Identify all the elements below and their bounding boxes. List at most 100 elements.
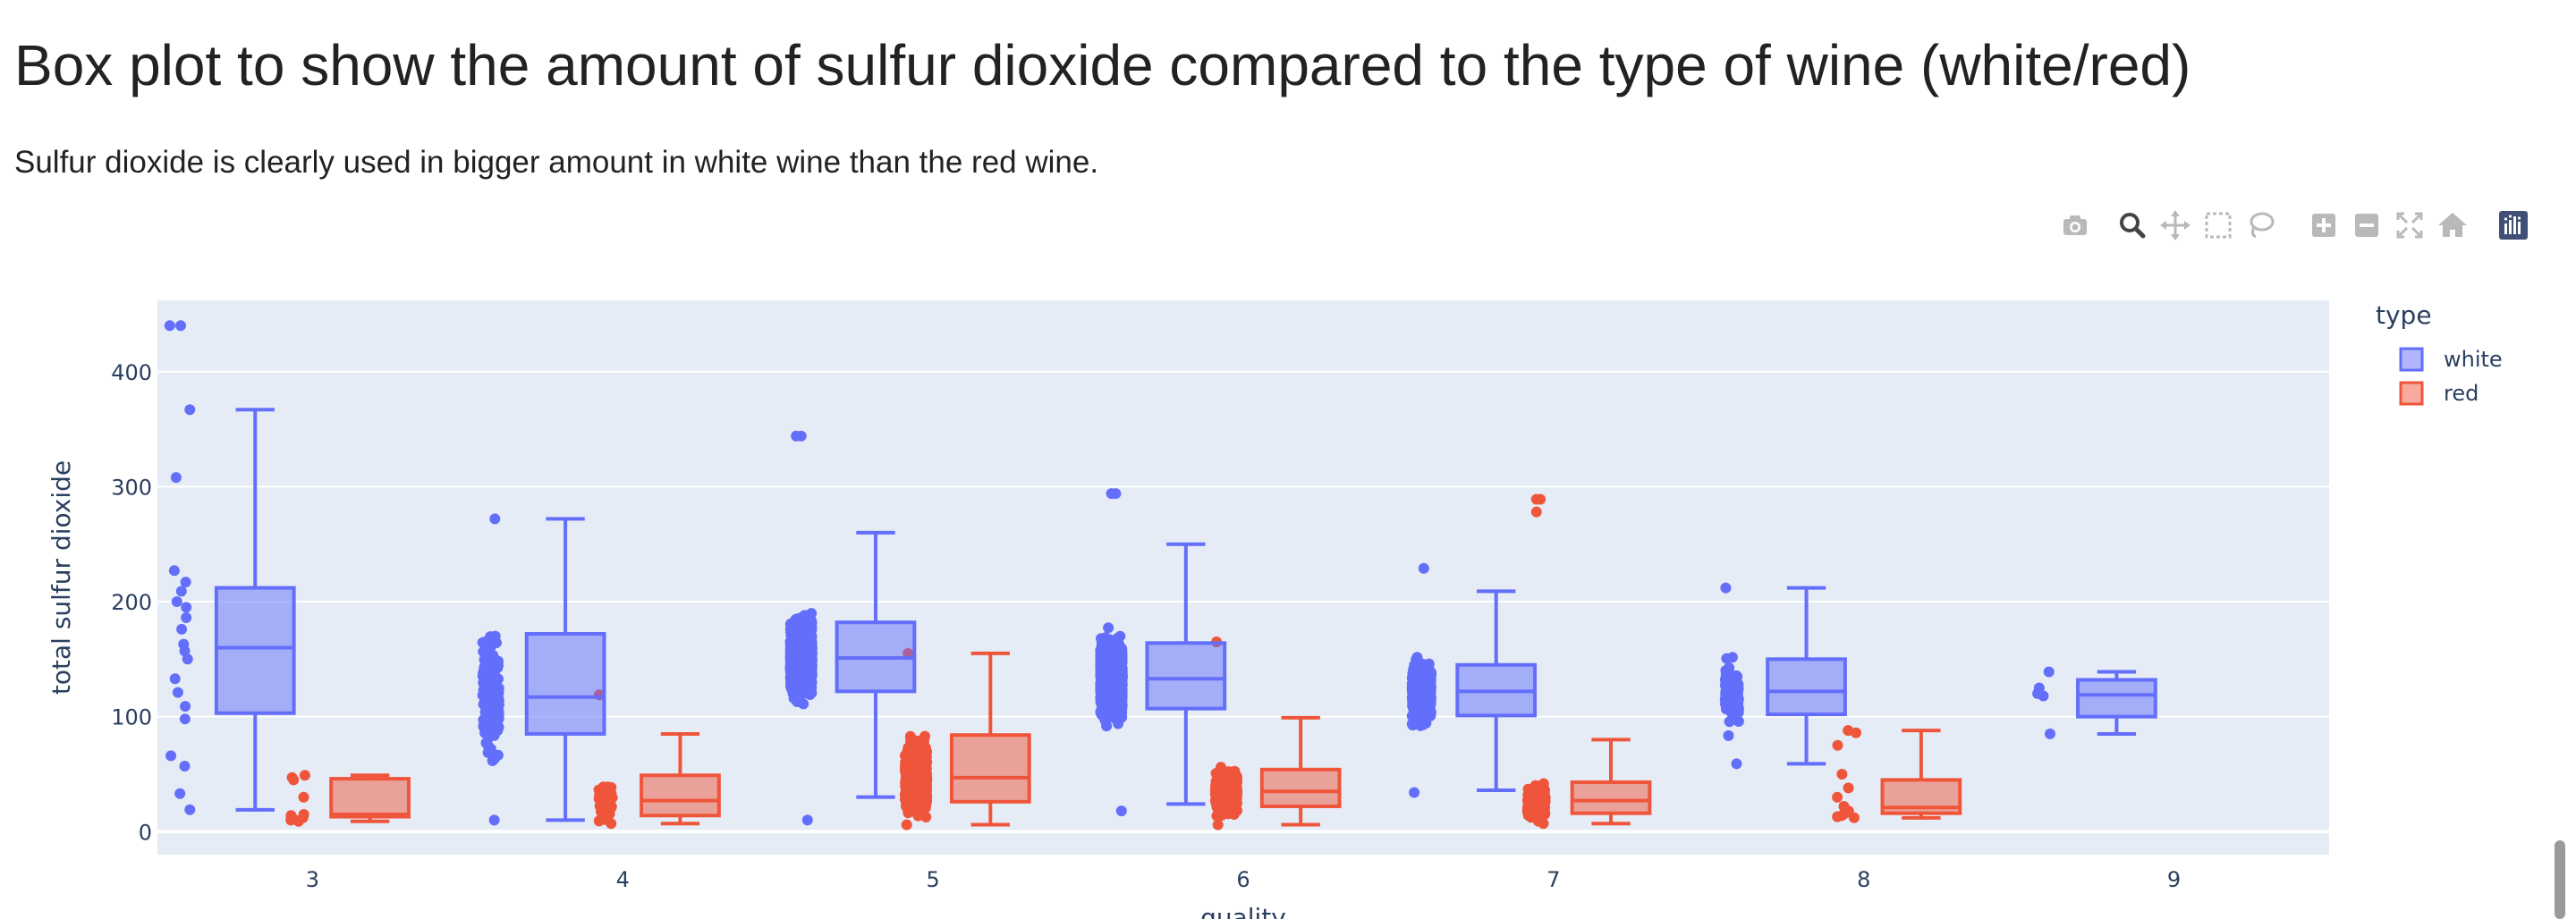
data-point-white [1113, 678, 1124, 689]
data-point-red [597, 784, 608, 796]
data-point-white [1105, 682, 1116, 694]
data-point-white [1414, 682, 1426, 694]
data-point-white [1409, 787, 1420, 798]
data-point-white [479, 662, 490, 673]
plotly-logo-icon[interactable] [2496, 207, 2531, 243]
data-point-red [292, 815, 304, 827]
data-point-white [1728, 699, 1740, 711]
zoom-out-icon[interactable] [2349, 207, 2385, 243]
data-point-white [175, 586, 187, 597]
data-point-white [806, 617, 818, 628]
data-point-white [184, 404, 196, 416]
zoom-icon[interactable] [2114, 207, 2150, 243]
data-point-red [298, 791, 309, 803]
data-point-white [179, 713, 191, 725]
camera-icon[interactable] [2057, 207, 2093, 243]
data-point-white [1409, 696, 1420, 708]
data-point-white [485, 642, 496, 653]
data-point-white [181, 612, 192, 623]
data-point-white [170, 472, 182, 484]
data-point-white [1115, 805, 1127, 817]
lasso-icon[interactable] [2243, 207, 2279, 243]
data-point-white [794, 649, 806, 660]
data-point-white [481, 671, 493, 682]
page-title: Box plot to show the amount of sulfur di… [14, 33, 2191, 97]
data-point-white [1099, 632, 1111, 644]
data-point-white [493, 682, 504, 694]
data-point-white [2045, 728, 2055, 739]
data-point-white [1098, 646, 1110, 658]
data-point-white [1722, 669, 1733, 680]
data-point-white [806, 608, 818, 620]
data-point-white [488, 814, 500, 826]
data-point-white [789, 674, 801, 686]
data-point-white [1095, 706, 1106, 718]
data-point-white [172, 687, 183, 698]
data-point-white [1112, 652, 1123, 663]
pan-icon[interactable] [2157, 207, 2193, 243]
data-point-white [1105, 697, 1116, 709]
data-point-white [1418, 562, 1429, 574]
data-point-white [1419, 699, 1431, 711]
data-point-white [2043, 666, 2055, 678]
plot-area [157, 300, 2329, 855]
data-point-white [1719, 694, 1731, 705]
data-point-white [789, 657, 801, 669]
plot-modebar [2057, 207, 2531, 247]
data-point-white [180, 577, 191, 588]
data-point-white [484, 714, 496, 726]
data-point-white [181, 602, 192, 613]
data-point-white [480, 697, 492, 709]
zoom-in-icon[interactable] [2306, 207, 2342, 243]
data-point-white [792, 613, 804, 624]
data-point-white [482, 746, 494, 758]
data-point-white [1108, 643, 1120, 654]
data-point-white [1726, 652, 1738, 663]
data-point-white [785, 646, 797, 658]
data-point-white [1732, 691, 1743, 703]
reset-axes-icon[interactable] [2435, 207, 2470, 243]
data-point-white [168, 565, 180, 577]
autoscale-icon[interactable] [2392, 207, 2428, 243]
data-point-white [1726, 677, 1738, 688]
data-point-white [1113, 664, 1124, 676]
data-point-red [299, 770, 310, 781]
data-point-white [184, 804, 196, 815]
data-point-white [164, 320, 175, 332]
data-point-white [1103, 622, 1114, 634]
page-description: Sulfur dioxide is clearly used in bigger… [14, 145, 1099, 180]
data-point-white [792, 687, 803, 699]
data-point-white [1096, 657, 1106, 669]
data-point-white [489, 630, 501, 642]
data-point-red [600, 798, 612, 810]
data-point-white [1411, 715, 1422, 727]
data-point-white [802, 670, 814, 681]
data-point-white [169, 673, 181, 685]
data-point-white [487, 755, 498, 766]
data-point-white [479, 679, 490, 691]
data-point-white [178, 638, 190, 650]
data-point-white [1097, 671, 1107, 683]
data-point-white [165, 750, 177, 762]
data-point-white [800, 659, 811, 670]
data-point-white [1097, 692, 1108, 704]
data-point-white [176, 623, 188, 635]
data-point-white [493, 705, 504, 717]
data-point-white [1409, 667, 1420, 679]
data-point-red [285, 810, 297, 822]
data-point-white [171, 596, 182, 607]
box-select-icon[interactable] [2200, 207, 2236, 243]
data-point-white [1723, 729, 1734, 741]
data-point-white [1422, 670, 1434, 681]
data-point-white [182, 653, 193, 665]
data-point-white [489, 513, 501, 525]
data-point-white [2038, 690, 2049, 702]
data-point-white [1731, 758, 1742, 770]
data-point-white [1422, 661, 1433, 672]
data-point-red [288, 774, 300, 786]
data-point-red [901, 819, 912, 830]
data-point-red [595, 814, 606, 825]
data-point-white [180, 701, 191, 712]
data-point-white [1720, 582, 1732, 594]
